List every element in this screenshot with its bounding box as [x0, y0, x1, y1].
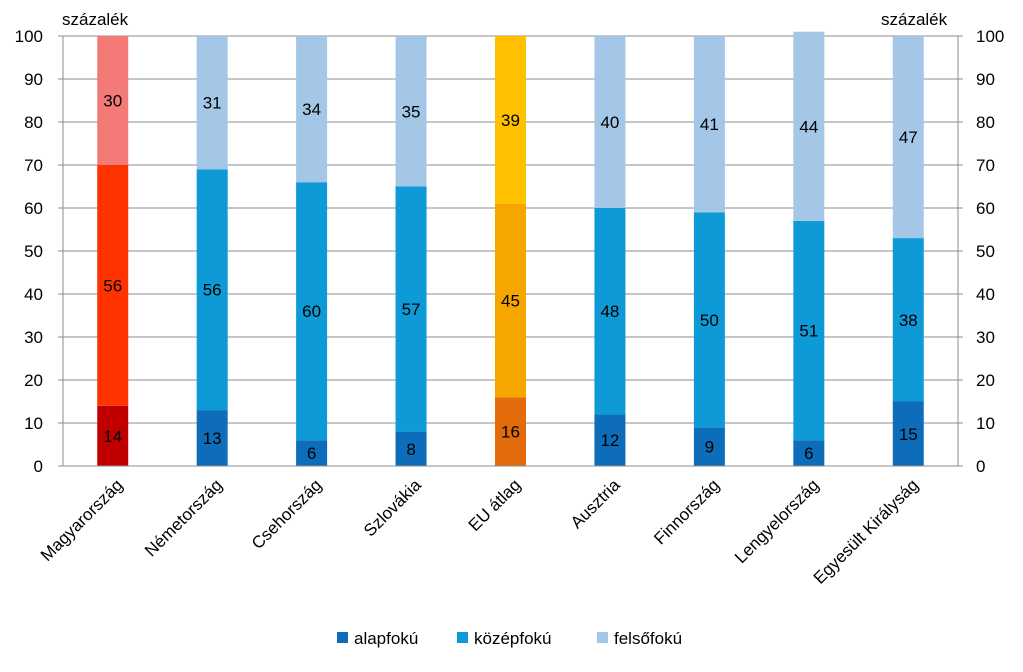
bar-segment — [296, 440, 328, 466]
data-label: 57 — [402, 300, 421, 319]
x-category-label: Finnország — [650, 475, 723, 548]
bar-segment — [395, 431, 427, 466]
data-label: 44 — [799, 117, 818, 136]
y-tick-label-right: 90 — [976, 70, 995, 89]
y-tick-label-left: 100 — [15, 27, 43, 46]
x-category-label: Szlovákia — [360, 475, 425, 540]
data-label: 16 — [501, 423, 520, 442]
y-tick-label-left: 20 — [24, 371, 43, 390]
bar-segment — [196, 169, 228, 411]
legend-label: középfokú — [474, 629, 552, 648]
data-label: 56 — [203, 281, 222, 300]
y-tick-label-right: 100 — [976, 27, 1004, 46]
y-tick-label-right: 70 — [976, 156, 995, 175]
x-category-label: Ausztria — [567, 475, 624, 532]
y-tick-label-left: 10 — [24, 414, 43, 433]
bar-segment — [594, 414, 626, 466]
bar-segment — [693, 212, 725, 428]
bar-segment — [296, 36, 328, 183]
bar-segment — [693, 36, 725, 213]
data-label: 15 — [899, 425, 918, 444]
data-label: 50 — [700, 311, 719, 330]
y-axis-label-right: százalék — [881, 10, 948, 29]
data-label: 9 — [705, 438, 714, 457]
data-label: 41 — [700, 115, 719, 134]
x-category-label: Csehország — [248, 475, 326, 553]
y-tick-label-left: 40 — [24, 285, 43, 304]
y-tick-label-left: 90 — [24, 70, 43, 89]
bar-segment — [793, 31, 825, 221]
bars: 14 56 30 13 56 31 6 60 34 8 57 35 16 45 39 12 48 40 9 50 41 6… — [97, 31, 924, 466]
y-tick-label-left: 50 — [24, 242, 43, 261]
bar-segment — [495, 203, 526, 398]
data-label: 56 — [103, 276, 122, 295]
bar-segment — [892, 401, 924, 466]
bar-segment — [495, 397, 526, 466]
y-tick-label-right: 0 — [976, 457, 985, 476]
bar-segment — [594, 208, 626, 415]
x-category-label: Németország — [141, 475, 226, 560]
bar-segment — [196, 36, 228, 170]
bar-segment — [97, 405, 129, 466]
data-label: 31 — [203, 94, 222, 113]
y-tick-label-right: 80 — [976, 113, 995, 132]
data-label: 6 — [804, 444, 813, 463]
data-label: 30 — [103, 92, 122, 111]
y-tick-label-left: 80 — [24, 113, 43, 132]
x-category-label: Egyesült Királyság — [810, 475, 922, 587]
data-label: 47 — [899, 128, 918, 147]
y-axis-label-left: százalék — [62, 10, 129, 29]
x-category-label: Lengyelország — [731, 475, 823, 567]
data-label: 12 — [600, 431, 619, 450]
y-tick-label-right: 40 — [976, 285, 995, 304]
legend: alapfokú középfokú felsőfokú — [337, 629, 682, 648]
y-tick-label-right: 10 — [976, 414, 995, 433]
y-tick-label-right: 30 — [976, 328, 995, 347]
bar-segment — [296, 182, 328, 441]
legend-swatch — [597, 632, 608, 643]
x-category-label: EU átlag — [465, 475, 525, 535]
bar-segment — [892, 36, 924, 239]
bar-segment — [395, 186, 427, 432]
bar-segment — [395, 36, 427, 187]
data-label: 40 — [600, 113, 619, 132]
legend-swatch — [457, 632, 468, 643]
x-category-label: Magyarország — [37, 475, 127, 565]
bar-segment — [495, 36, 526, 204]
data-label: 35 — [402, 102, 421, 121]
bar-segment — [793, 440, 825, 466]
data-label: 51 — [799, 322, 818, 341]
data-label: 34 — [302, 100, 321, 119]
y-tick-label-left: 60 — [24, 199, 43, 218]
bar-segment — [196, 410, 228, 466]
y-tick-label-left: 70 — [24, 156, 43, 175]
data-label: 45 — [501, 291, 520, 310]
data-label: 6 — [307, 444, 316, 463]
data-label: 8 — [406, 440, 415, 459]
y-tick-label-right: 20 — [976, 371, 995, 390]
bar-segment — [594, 36, 626, 208]
legend-swatch — [337, 632, 348, 643]
data-label: 13 — [203, 429, 222, 448]
y-tick-label-left: 30 — [24, 328, 43, 347]
bar-segment — [793, 220, 825, 441]
bar-segment — [97, 36, 129, 165]
y-tick-label-right: 60 — [976, 199, 995, 218]
data-label: 38 — [899, 311, 918, 330]
legend-label: felsőfokú — [614, 629, 682, 648]
data-label: 14 — [103, 427, 122, 446]
y-tick-label-left: 0 — [34, 457, 43, 476]
y-tick-label-right: 50 — [976, 242, 995, 261]
data-label: 48 — [600, 302, 619, 321]
data-label: 60 — [302, 302, 321, 321]
data-label: 39 — [501, 111, 520, 130]
bar-segment — [693, 427, 725, 466]
bar-segment — [97, 165, 129, 406]
bar-segment — [892, 238, 924, 402]
legend-label: alapfokú — [354, 629, 418, 648]
